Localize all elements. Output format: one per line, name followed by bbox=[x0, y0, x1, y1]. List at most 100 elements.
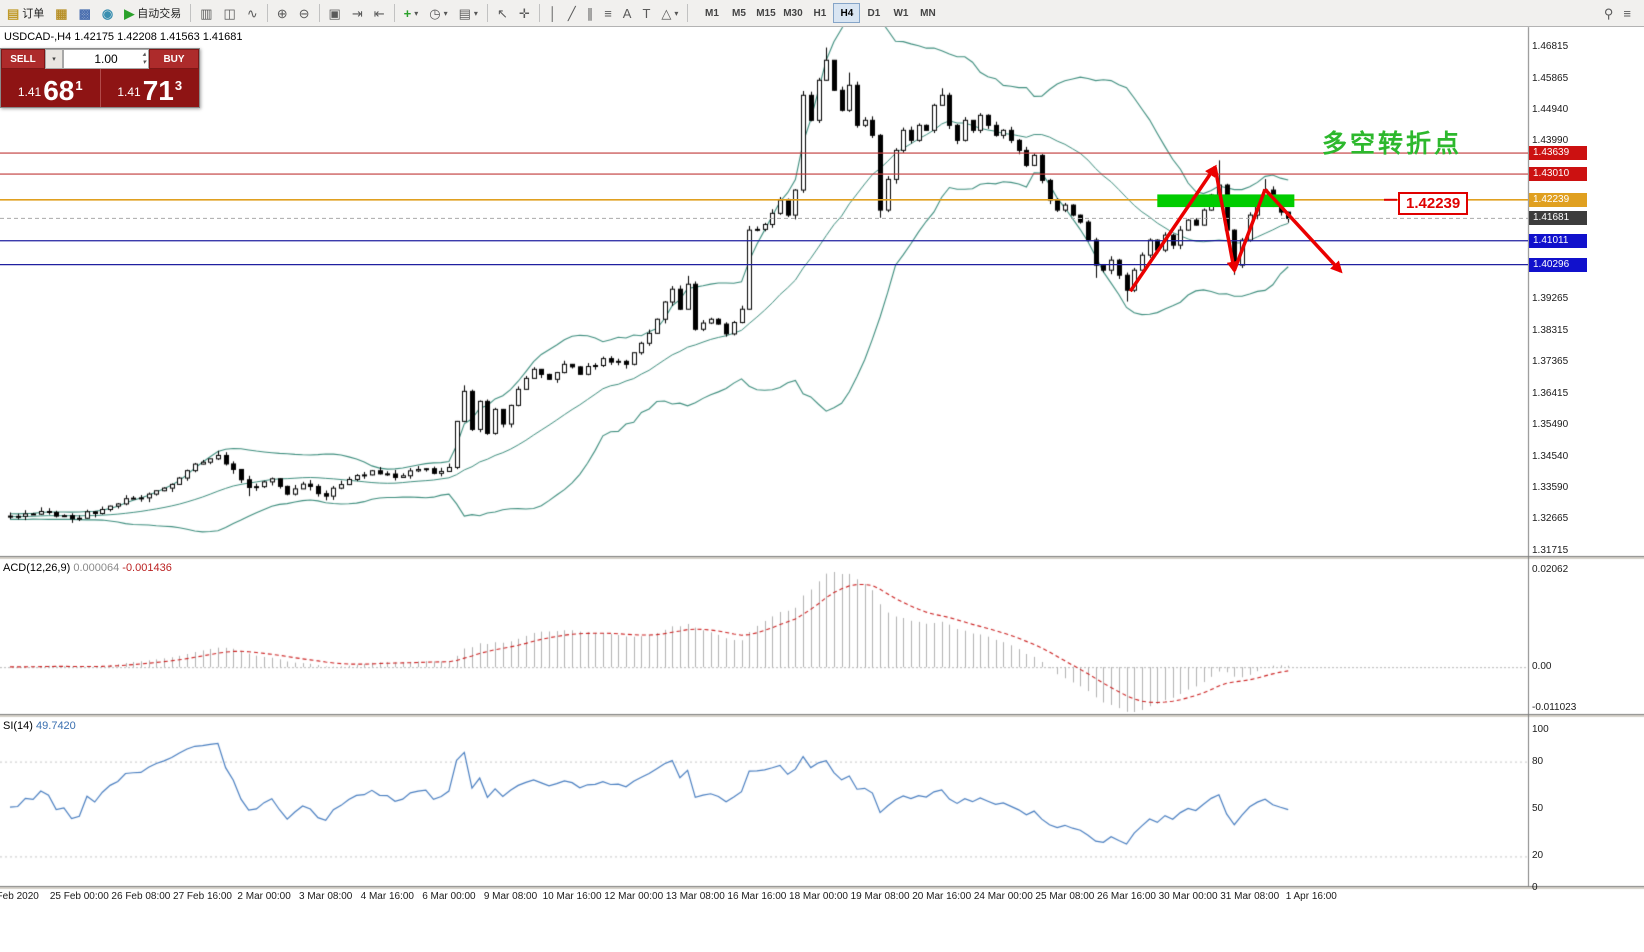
periods-button[interactable]: ◷ ▾ bbox=[424, 2, 452, 24]
shapes-icon: △ bbox=[661, 5, 672, 21]
trade-prices-row: 1.41 68 1 1.41 71 3 bbox=[1, 69, 199, 107]
line-chart-button[interactable]: ∿ bbox=[242, 2, 263, 24]
bar-chart-icon: ▥ bbox=[200, 5, 213, 21]
new-order-button[interactable]: ▤ 订单 bbox=[2, 2, 49, 24]
symbol-ohlc-info: USDCAD-,H4 1.42175 1.42208 1.41563 1.416… bbox=[4, 31, 243, 43]
toolbar-separator bbox=[393, 4, 395, 22]
timeframe-m15-button[interactable]: M15 bbox=[752, 3, 779, 23]
rsi-name: SI(14) bbox=[3, 720, 33, 732]
timeframe-d1-button[interactable]: D1 bbox=[860, 3, 887, 23]
buy-price-big: 71 bbox=[142, 74, 174, 106]
toolbar-separator bbox=[538, 4, 540, 22]
autotrade-button[interactable]: ▶ 自动交易 bbox=[119, 2, 186, 24]
search-button[interactable]: ⚲ bbox=[1599, 2, 1619, 24]
fibo-icon: ≡ bbox=[604, 5, 612, 21]
macd-indicator-label: ACD(12,26,9) 0.000064 -0.001436 bbox=[3, 562, 172, 574]
bar-chart-button[interactable]: ▥ bbox=[195, 2, 217, 24]
toolbar-separator bbox=[486, 4, 488, 22]
cursor-icon: ↖ bbox=[496, 5, 508, 21]
sell-price-big: 68 bbox=[43, 74, 75, 106]
vline-button[interactable]: │ bbox=[544, 2, 562, 24]
chart-shift-button[interactable]: ⇤ bbox=[369, 2, 390, 24]
chart-add-button[interactable]: ▦ bbox=[50, 2, 72, 24]
sell-price-prefix: 1.41 bbox=[17, 85, 42, 99]
list-icon: ≡ bbox=[1623, 5, 1631, 21]
timeframe-m30-button[interactable]: M30 bbox=[779, 3, 806, 23]
chart-add-icon: ▦ bbox=[55, 5, 68, 21]
zoom-out-icon: ⊖ bbox=[298, 5, 310, 21]
volume-field[interactable]: 1.00 ▴ ▾ bbox=[63, 49, 149, 69]
caret-down-icon: ▾ bbox=[414, 8, 419, 18]
toolbar-separator bbox=[266, 4, 268, 22]
sell-price[interactable]: 1.41 68 1 bbox=[1, 69, 101, 107]
rsi-value: 49.7420 bbox=[36, 720, 76, 732]
toolbar-separator bbox=[687, 4, 689, 22]
crosshair-icon: ✛ bbox=[518, 5, 530, 21]
toolbar-separator bbox=[318, 4, 320, 22]
indicators-icon: + bbox=[403, 5, 412, 21]
buy-price[interactable]: 1.41 71 3 bbox=[101, 69, 200, 107]
fibo-button[interactable]: ≡ bbox=[599, 2, 617, 24]
volume-value: 1.00 bbox=[94, 52, 118, 66]
timeframe-mn-button[interactable]: MN bbox=[914, 3, 941, 23]
buy-price-pip: 3 bbox=[174, 78, 183, 93]
indicators-button[interactable]: + ▾ bbox=[399, 2, 424, 24]
macd-main-value: 0.000064 bbox=[73, 562, 120, 574]
shapes-button[interactable]: △ ▾ bbox=[656, 2, 683, 24]
sell-button[interactable]: SELL bbox=[1, 49, 45, 69]
auto-scroll-button[interactable]: ⇥ bbox=[347, 2, 368, 24]
cursor-button[interactable]: ↖ bbox=[492, 2, 513, 24]
autotrade-label: 自动交易 bbox=[137, 8, 182, 20]
channel-icon: ∥ bbox=[586, 5, 594, 21]
list-button[interactable]: ≡ bbox=[1618, 2, 1636, 24]
timeframe-h1-button[interactable]: H1 bbox=[806, 3, 833, 23]
channel-button[interactable]: ∥ bbox=[582, 2, 599, 24]
caret-down-icon: ▾ bbox=[52, 56, 56, 63]
marketwatch-icon: ◉ bbox=[101, 5, 114, 21]
turning-point-annotation[interactable]: 多空转折点 bbox=[1322, 130, 1463, 158]
toolbar-right-group: ⚲ ≡ bbox=[1599, 2, 1636, 24]
sell-price-pip: 1 bbox=[75, 78, 83, 93]
new-order-icon: ▤ bbox=[7, 5, 20, 21]
buy-button[interactable]: BUY bbox=[149, 49, 199, 69]
candle-chart-icon: ◫ bbox=[223, 5, 236, 21]
label-icon: T bbox=[642, 5, 651, 21]
stepper-down-icon[interactable]: ▾ bbox=[142, 59, 146, 66]
macd-name: ACD(12,26,9) bbox=[3, 562, 71, 574]
buy-price-prefix: 1.41 bbox=[117, 85, 141, 99]
zoom-out-button[interactable]: ⊖ bbox=[294, 2, 315, 24]
periods-icon: ◷ bbox=[429, 5, 441, 21]
zoom-in-icon: ⊕ bbox=[276, 5, 288, 21]
text-button[interactable]: A bbox=[618, 2, 637, 24]
templates-icon: ▤ bbox=[458, 5, 471, 21]
timeframe-m5-button[interactable]: M5 bbox=[725, 3, 752, 23]
tile-windows-button[interactable]: ▣ bbox=[324, 2, 346, 24]
timeframe-w1-button[interactable]: W1 bbox=[887, 3, 914, 23]
volume-stepper[interactable]: ▴ ▾ bbox=[142, 51, 146, 67]
search-icon: ⚲ bbox=[1603, 5, 1614, 21]
profiles-button[interactable]: ▩ bbox=[74, 2, 96, 24]
vline-icon: │ bbox=[548, 5, 557, 21]
crosshair-button[interactable]: ✛ bbox=[514, 2, 535, 24]
toolbar-separator bbox=[190, 4, 192, 22]
price-callout-box[interactable]: 1.42239 bbox=[1398, 192, 1469, 215]
rsi-indicator-label: SI(14) 49.7420 bbox=[3, 720, 76, 732]
templates-button[interactable]: ▤ ▾ bbox=[454, 2, 483, 24]
candle-chart-button[interactable]: ◫ bbox=[219, 2, 241, 24]
trade-options-dropdown[interactable]: ▾ bbox=[45, 49, 63, 69]
tile-windows-icon: ▣ bbox=[328, 5, 341, 21]
stepper-up-icon[interactable]: ▴ bbox=[142, 51, 146, 58]
one-click-trading-widget: SELL ▾ 1.00 ▴ ▾ BUY 1.41 68 1 1.41 71 3 bbox=[0, 48, 200, 108]
trendline-button[interactable]: ╱ bbox=[563, 2, 581, 24]
autotrade-icon: ▶ bbox=[124, 5, 135, 21]
auto-scroll-icon: ⇥ bbox=[351, 5, 363, 21]
timeframe-h4-button[interactable]: H4 bbox=[833, 3, 861, 23]
trendline-icon: ╱ bbox=[567, 5, 576, 21]
zoom-in-button[interactable]: ⊕ bbox=[272, 2, 293, 24]
line-chart-icon: ∿ bbox=[246, 5, 258, 21]
marketwatch-button[interactable]: ◉ bbox=[97, 2, 118, 24]
macd-signal-value: -0.001436 bbox=[122, 562, 172, 574]
label-button[interactable]: T bbox=[637, 2, 655, 24]
timeframe-m1-button[interactable]: M1 bbox=[698, 3, 725, 23]
